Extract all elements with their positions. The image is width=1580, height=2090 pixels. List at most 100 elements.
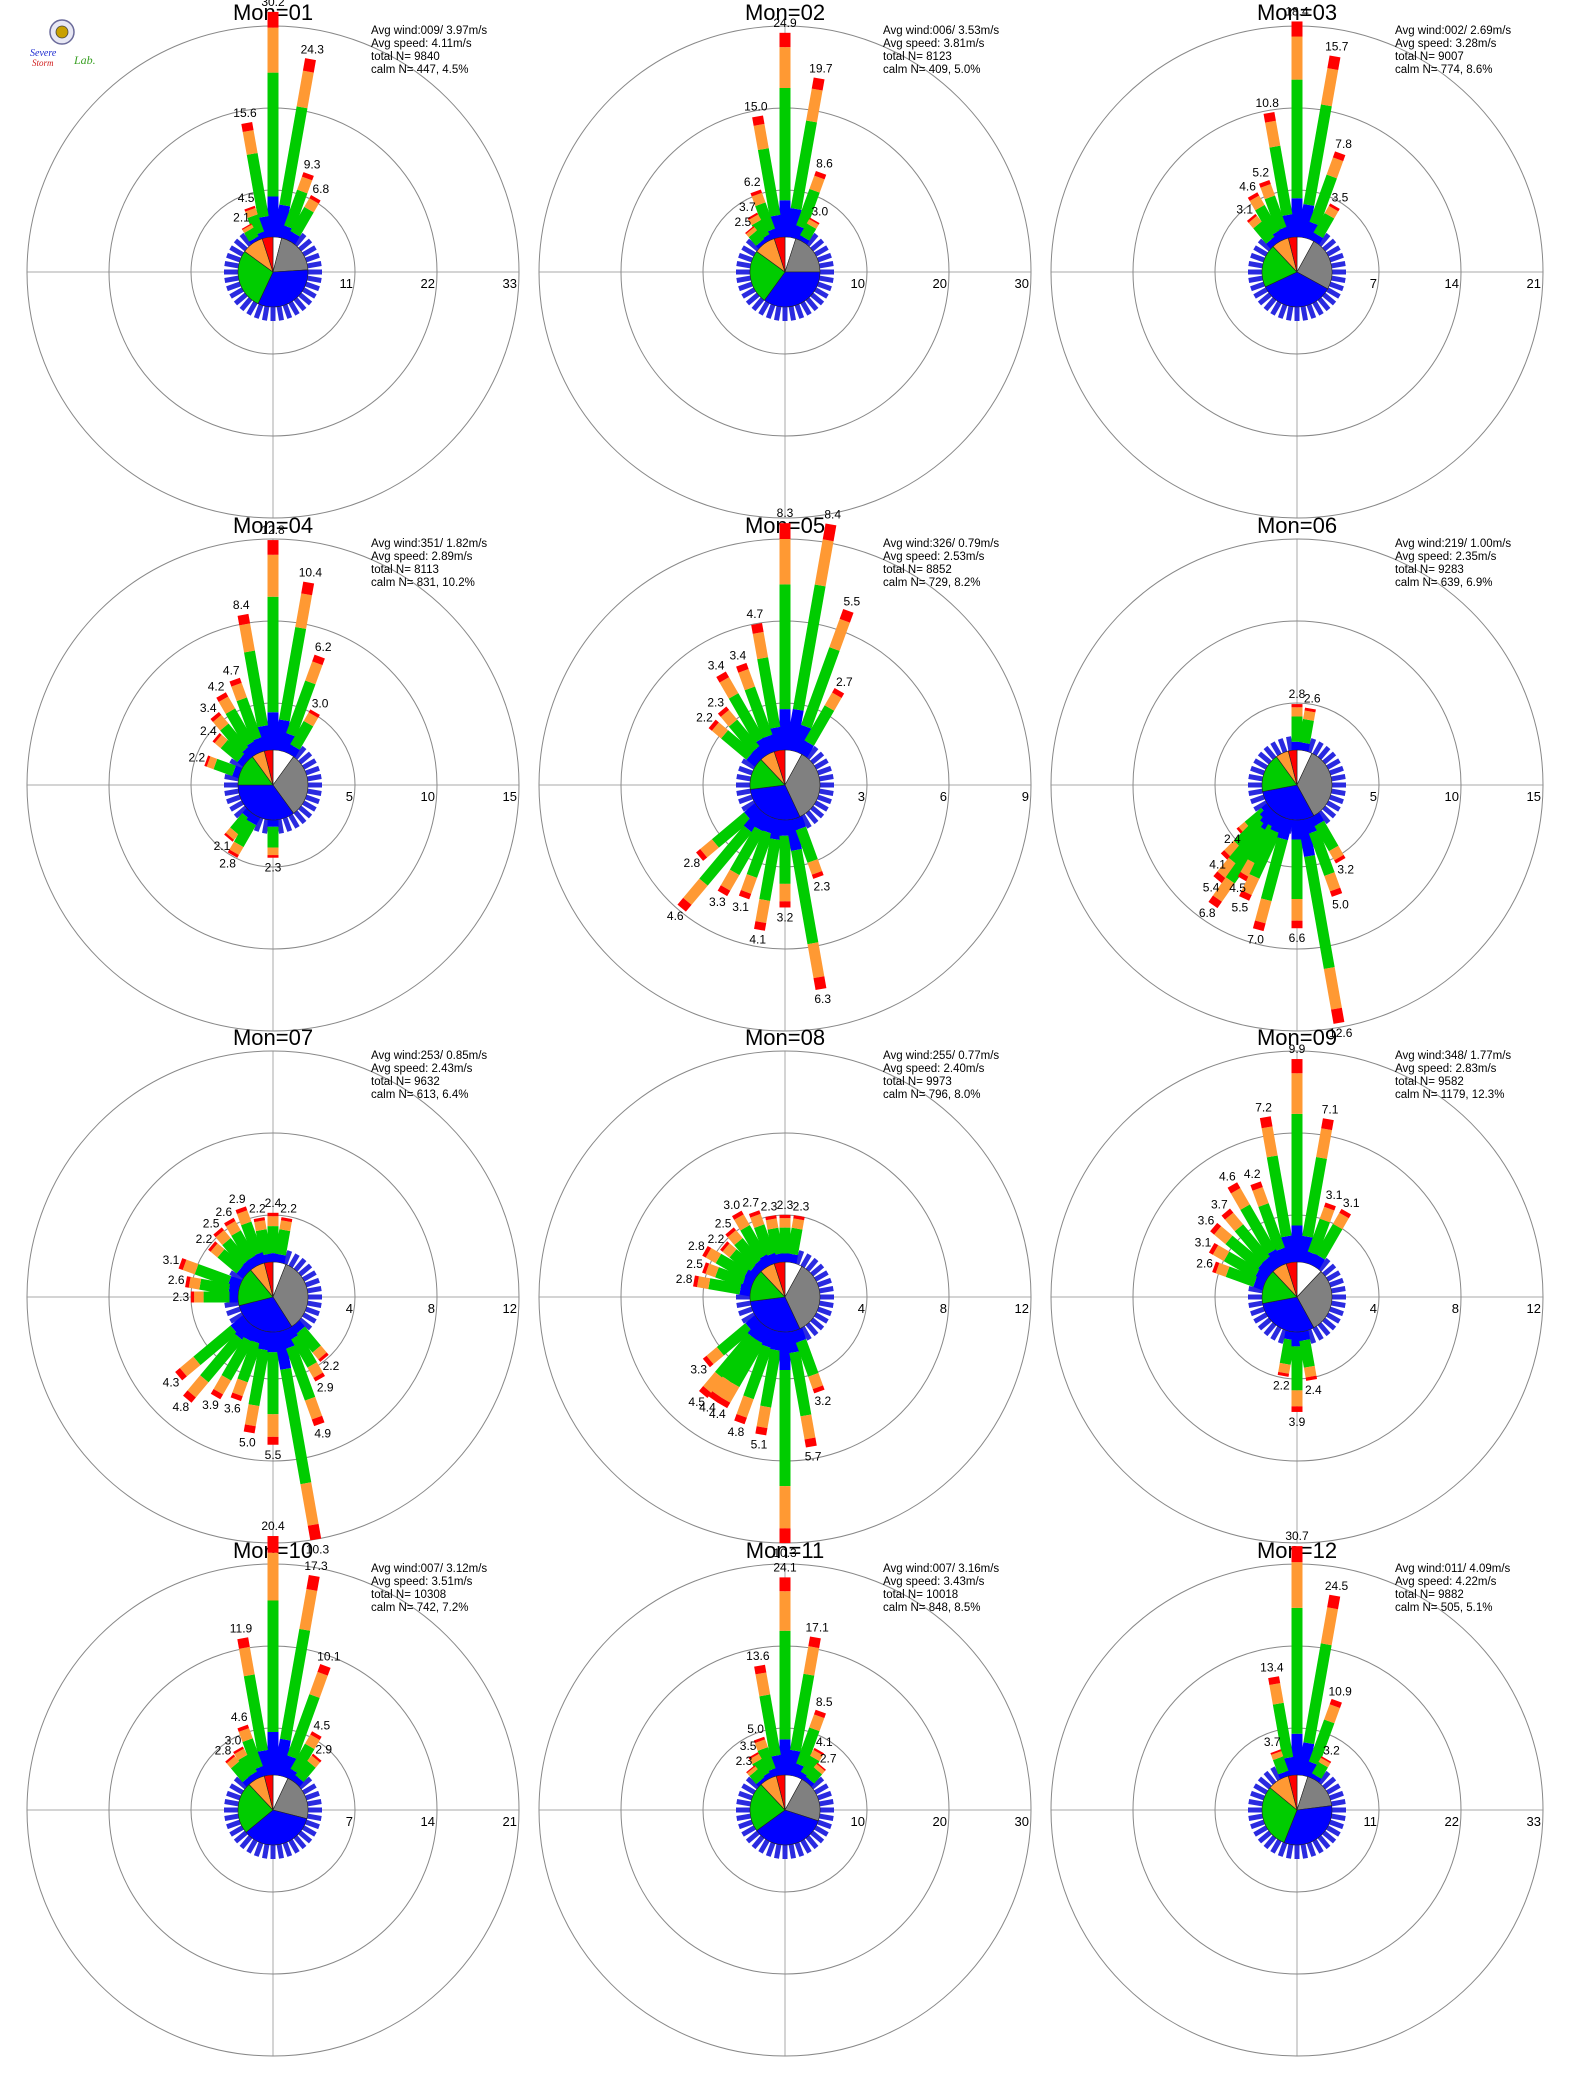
direction-bar-segment xyxy=(1282,1756,1297,1777)
minor-bar xyxy=(302,1783,317,1795)
ring-label: 4 xyxy=(858,1301,865,1316)
direction-bar-segment xyxy=(305,661,323,685)
bar-value-label: 4.1 xyxy=(816,1735,833,1749)
direction-bar-segment xyxy=(790,1673,815,1752)
ring-label: 15 xyxy=(503,789,517,804)
minor-bar xyxy=(1306,1329,1317,1344)
bar-value-label: 6.2 xyxy=(315,640,332,654)
direction-bar-segment xyxy=(791,1328,807,1343)
direction-bar-segment xyxy=(254,1220,267,1232)
direction-bar-segment xyxy=(795,826,818,863)
direction-bar-segment xyxy=(711,812,752,848)
direction-bar-segment xyxy=(232,765,242,779)
direction-bar-segment xyxy=(791,849,819,945)
minor-bar xyxy=(298,292,313,306)
bar-value-label: 4.7 xyxy=(223,663,240,677)
direction-bar-segment xyxy=(1266,1155,1292,1238)
direction-bar-segment xyxy=(765,1215,777,1221)
direction-bar-segment xyxy=(810,1749,823,1762)
direction-bar-segment xyxy=(233,819,257,848)
minor-bar xyxy=(758,301,770,316)
direction-bar-segment xyxy=(1234,1224,1270,1264)
bar-value-label: 2.9 xyxy=(315,1743,332,1757)
minor-bar xyxy=(305,1277,320,1288)
bar-value-label: 24.9 xyxy=(773,16,797,30)
stat-total: total N= 9840 xyxy=(371,51,440,63)
bar-value-label: 3.4 xyxy=(200,701,217,715)
direction-bar-segment xyxy=(736,1395,754,1418)
bar-value-label: 9.3 xyxy=(304,158,321,172)
stat-calm: calm N= 639, 6.9% xyxy=(1395,577,1492,589)
minor-bar xyxy=(298,238,313,252)
direction-bar-segment xyxy=(743,808,767,833)
minor-bar xyxy=(788,306,796,321)
direction-bar-segment xyxy=(233,1746,244,1755)
direction-bar-segment xyxy=(1256,1261,1274,1279)
direction-bar-segment xyxy=(242,1775,255,1787)
direction-bar-segment xyxy=(215,1230,231,1246)
stat-calm: calm N= 409, 5.0% xyxy=(883,64,980,76)
minor-bar xyxy=(1329,281,1344,292)
direction-bar-segment xyxy=(273,1330,292,1370)
direction-bar-segment xyxy=(1270,814,1288,834)
bar-value-label: 2.9 xyxy=(317,1380,334,1394)
minor-bar xyxy=(819,261,834,269)
stat-avg-speed: Avg speed: 3.51m/s xyxy=(371,1576,473,1588)
direction-bar-segment xyxy=(225,1221,241,1236)
bar-value-label: 2.8 xyxy=(688,1239,705,1253)
bar-value-label: 19.7 xyxy=(809,62,833,76)
bar-value-label: 3.1 xyxy=(1343,1196,1360,1210)
direction-bar-segment xyxy=(252,1252,267,1266)
center-pie-slice xyxy=(1261,246,1298,288)
bar-value-label: 3.0 xyxy=(723,1198,740,1212)
minor-bar xyxy=(738,252,753,263)
direction-bar-segment xyxy=(309,195,321,204)
direction-bar-segment xyxy=(234,1748,248,1761)
direction-bar-segment xyxy=(241,1221,263,1256)
minor-bar xyxy=(276,819,284,834)
direction-bar-segment xyxy=(814,539,834,587)
minor-bar xyxy=(1270,301,1282,316)
bar-value-label: 3.5 xyxy=(1332,191,1349,205)
direction-bar-segment xyxy=(754,1664,767,1675)
panel-title: Mon=03 xyxy=(1257,0,1337,25)
direction-bar-segment xyxy=(1261,1256,1279,1274)
bar-value-label: 2.3 xyxy=(761,1199,778,1213)
bar-value-label: 8.4 xyxy=(233,598,250,612)
minor-bar xyxy=(282,1250,293,1265)
direction-bar-segment xyxy=(230,1315,250,1334)
direction-bar-segment xyxy=(759,1694,781,1757)
stat-avg-speed: Avg speed: 2.89m/s xyxy=(371,551,473,563)
minor-bar xyxy=(1248,1813,1263,1821)
minor-bar xyxy=(817,765,832,776)
direction-bar-segment xyxy=(770,818,785,841)
minor-bar xyxy=(262,306,270,321)
stat-total: total N= 8113 xyxy=(371,564,439,576)
ring-label: 20 xyxy=(933,1814,947,1829)
bar-value-label: 12.6 xyxy=(1329,1026,1353,1040)
center-pie-slice xyxy=(749,251,786,301)
panel-title: Mon=08 xyxy=(745,1025,825,1050)
minor-bar xyxy=(1331,275,1346,283)
direction-bar-segment xyxy=(213,1227,225,1238)
direction-bar-segment xyxy=(1223,1251,1260,1279)
minor-bar xyxy=(741,1783,756,1795)
ring-label: 30 xyxy=(1015,276,1029,291)
bar-value-label: 2.5 xyxy=(735,215,752,229)
minor-bar xyxy=(1312,1326,1324,1341)
direction-bar-segment xyxy=(829,618,850,651)
direction-bar-segment xyxy=(717,1397,731,1409)
direction-bar-segment xyxy=(765,1768,779,1779)
minor-bar xyxy=(1257,292,1272,306)
direction-bar-segment xyxy=(245,1255,261,1270)
minor-bar xyxy=(305,1306,320,1317)
center-pie-slice xyxy=(272,756,309,814)
direction-bar-segment xyxy=(739,1283,752,1297)
direction-bar-segment xyxy=(1339,1208,1352,1219)
bar-value-label: 3.7 xyxy=(739,200,756,214)
direction-bar-segment xyxy=(248,1348,270,1407)
direction-bar-segment xyxy=(302,58,316,73)
direction-bar-segment xyxy=(716,1323,753,1356)
